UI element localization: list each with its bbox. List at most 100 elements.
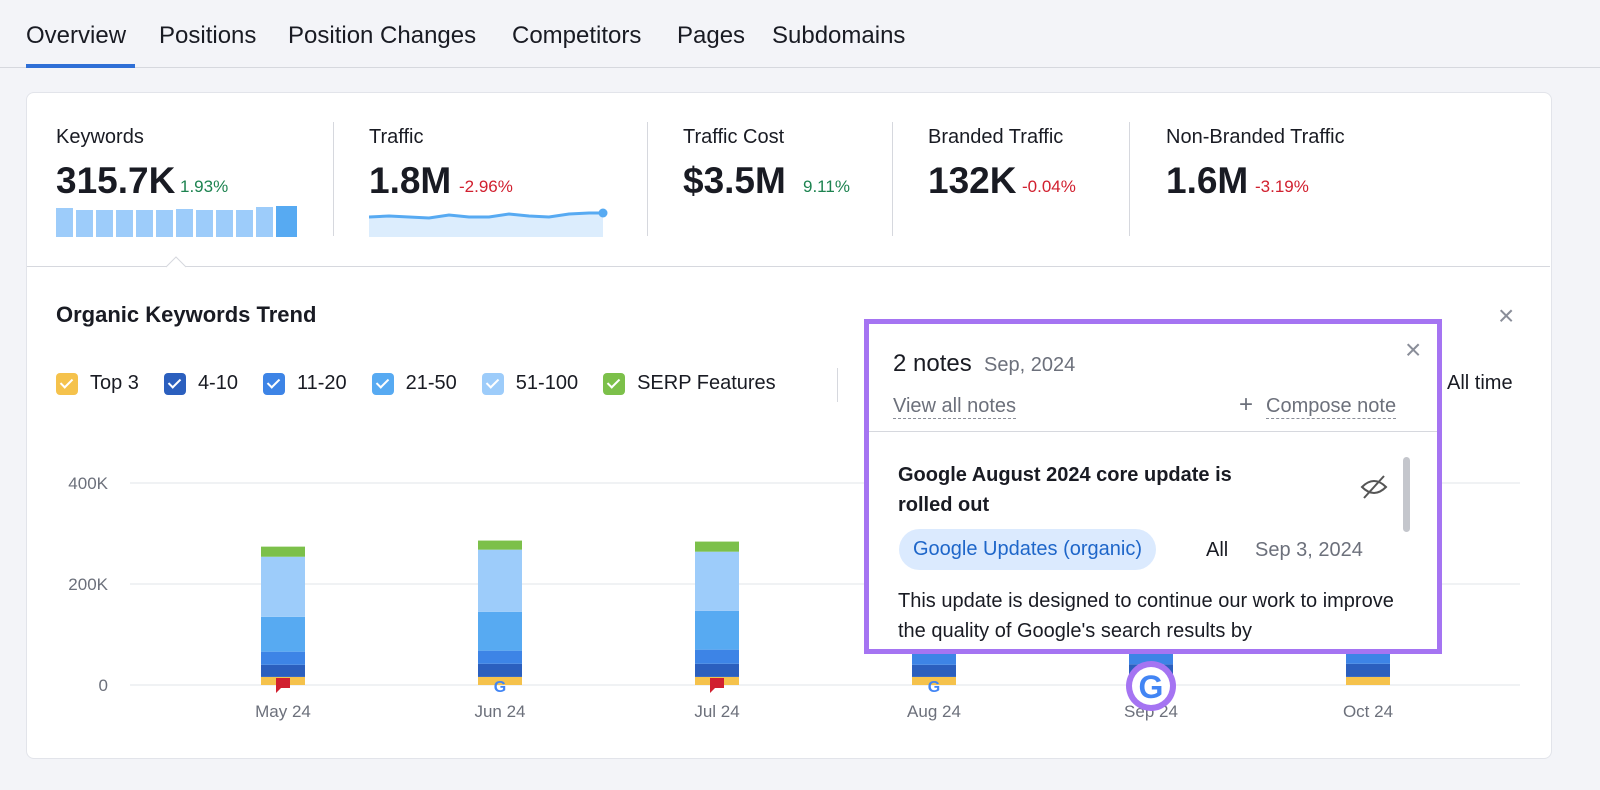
- x-tick-label: May 24: [255, 702, 311, 721]
- legend-item[interactable]: 11-20: [262, 372, 347, 395]
- svg-text:G: G: [928, 679, 940, 696]
- tab-divider: [0, 67, 1600, 68]
- keywords-sparkbars: [56, 206, 297, 237]
- view-all-notes[interactable]: View all notes: [893, 395, 1017, 419]
- bar-segment: [1129, 650, 1173, 665]
- bar-segment: [478, 663, 522, 677]
- bar-segment: [912, 676, 956, 685]
- bar-segment: [261, 616, 305, 652]
- metric-change: -0.04%: [1022, 177, 1076, 196]
- metric-change: -2.96%: [459, 177, 513, 196]
- bar-segment: [478, 676, 522, 685]
- bar-segment: [478, 650, 522, 664]
- metric-value: 1.8M: [369, 160, 452, 201]
- legend-checkbox[interactable]: [481, 372, 504, 395]
- metric-separator: [333, 122, 334, 236]
- metric-value: $3.5M: [683, 160, 786, 201]
- y-tick-label: 200K: [68, 575, 108, 594]
- bar-segment: [695, 663, 739, 677]
- chart-title: Organic Keywords Trend: [56, 302, 317, 327]
- legend-checkbox[interactable]: [603, 372, 626, 395]
- y-tick-label: 400K: [68, 474, 108, 493]
- tab[interactable]: Pages: [677, 22, 746, 49]
- legend-checkbox[interactable]: [262, 372, 285, 395]
- legend-label: 21-50: [405, 372, 457, 394]
- metric-change: 9.11%: [803, 177, 850, 196]
- metric-label: Traffic Cost: [683, 126, 785, 148]
- svg-text:G: G: [494, 679, 506, 696]
- tab[interactable]: Position Changes: [288, 22, 477, 49]
- active-tab-indicator: [26, 64, 135, 68]
- bar-segment: [695, 541, 739, 552]
- scrollbar: [1403, 457, 1410, 532]
- compose-note[interactable]: Compose note: [1266, 395, 1397, 419]
- metric-change: 1.93%: [180, 177, 229, 196]
- note-scope: All: [1206, 539, 1229, 561]
- google-icon: G: [1139, 669, 1164, 705]
- hide-icon[interactable]: [1359, 472, 1389, 502]
- metric-value: 132K: [928, 160, 1017, 201]
- legend-checkbox[interactable]: [163, 372, 186, 395]
- legend-checkbox[interactable]: [56, 372, 78, 395]
- tab[interactable]: Subdomains: [772, 22, 906, 49]
- plus-icon: +: [1239, 391, 1254, 418]
- metric-label: Non-Branded Traffic: [1166, 126, 1345, 148]
- metric-change: -3.19%: [1255, 177, 1309, 196]
- legend-item[interactable]: 4-10: [163, 372, 238, 395]
- notes-count: 2 notes: [893, 350, 972, 377]
- note-icon[interactable]: [276, 678, 290, 693]
- y-tick-label: 0: [99, 676, 108, 695]
- note-icon[interactable]: [710, 678, 724, 693]
- legend-label: SERP Features: [637, 372, 776, 394]
- metric-separator: [892, 122, 893, 236]
- bar-segment: [695, 610, 739, 650]
- x-tick-label: Jul 24: [694, 702, 739, 721]
- close-popup[interactable]: ×: [1405, 334, 1422, 365]
- tab[interactable]: Competitors: [512, 22, 642, 49]
- tab[interactable]: Positions: [159, 22, 257, 49]
- bar-segment: [1346, 676, 1390, 685]
- legend-checkbox[interactable]: [371, 372, 394, 395]
- note-text: This update is designed to continue our …: [898, 590, 1394, 642]
- metrics-divider: [27, 266, 1550, 267]
- legend-item[interactable]: Top 3: [56, 372, 139, 395]
- note-date: Sep 3, 2024: [1255, 539, 1363, 561]
- legend-item[interactable]: SERP Features: [603, 372, 776, 395]
- legend-label: 51-100: [515, 372, 579, 394]
- close-chart[interactable]: ×: [1498, 300, 1515, 331]
- bar-segment: [695, 649, 739, 664]
- metric-value: 315.7K: [56, 160, 176, 201]
- caret: [166, 256, 187, 268]
- tab[interactable]: Overview: [26, 22, 127, 49]
- bar-segment: [261, 556, 305, 617]
- bar-segment: [912, 651, 956, 665]
- bar-segment: [478, 549, 522, 612]
- legend-item[interactable]: 51-100: [481, 372, 579, 395]
- metric-separator: [1129, 122, 1130, 236]
- notes-popup: 2 notes Sep, 2024 × View all notes + Com…: [864, 319, 1442, 654]
- bar-segment: [261, 546, 305, 557]
- legend-label: Top 3: [90, 372, 139, 394]
- legend-item[interactable]: 21-50: [371, 372, 457, 395]
- legend-separator: [837, 368, 838, 402]
- date-range[interactable]: All time: [1447, 372, 1513, 394]
- note-tag[interactable]: Google Updates (organic): [899, 529, 1157, 570]
- metric-label: Keywords: [56, 126, 144, 148]
- metric-separator: [647, 122, 648, 236]
- bar-segment: [1346, 663, 1390, 677]
- x-tick-label: Jun 24: [474, 702, 525, 721]
- bar-segment: [695, 551, 739, 611]
- metric-label: Branded Traffic: [928, 126, 1064, 148]
- legend: Top 3 4-10 11-20 21-50 51-100 SERP Features: [56, 372, 776, 395]
- x-tick-label: Oct 24: [1343, 702, 1393, 721]
- legend-label: 4-10: [197, 372, 238, 394]
- bar-segment: [478, 540, 522, 550]
- popup-divider: [869, 431, 1437, 432]
- legend-label: 11-20: [296, 372, 347, 394]
- note-title: Google August 2024 core update is rolled…: [898, 464, 1232, 516]
- metric-value: 1.6M: [1166, 160, 1249, 201]
- bar-segment: [261, 664, 305, 677]
